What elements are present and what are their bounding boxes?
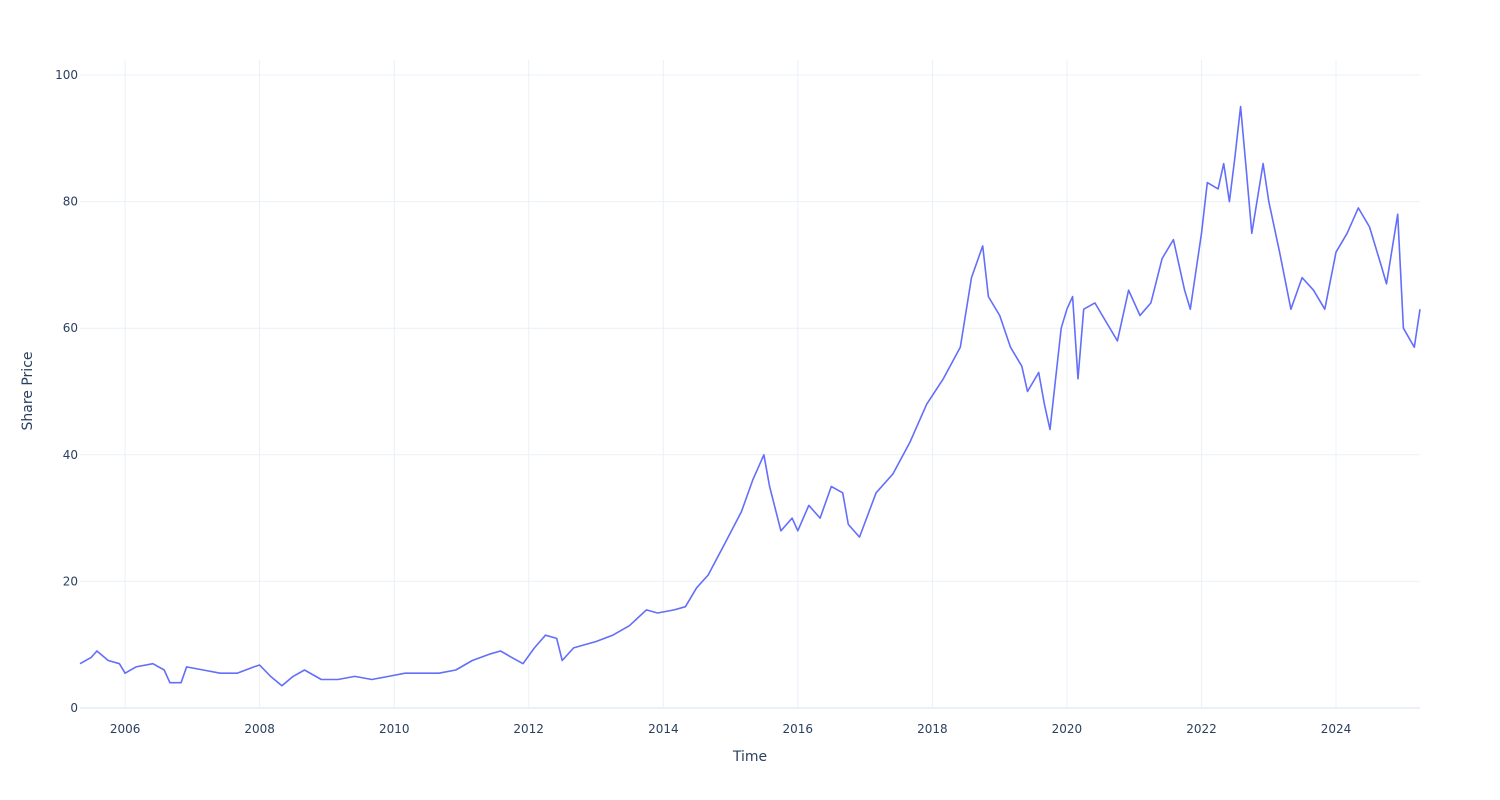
y-tick-label: 100	[55, 68, 78, 82]
y-gridlines	[80, 74, 1420, 582]
x-tick-label: 2010	[379, 722, 410, 736]
x-tick-labels: 2006 2008 2010 2012 2014 2016 2018 2020 2022 2024	[110, 722, 1351, 736]
x-gridlines	[124, 60, 1337, 708]
share-price-line	[79, 105, 1421, 687]
y-tick-labels: 0 20 40 60 80 100	[55, 68, 78, 715]
y-tick-label: 80	[63, 195, 78, 209]
x-tick-label: 2008	[244, 722, 275, 736]
x-tick-label: 2020	[1052, 722, 1083, 736]
x-axis-title: Time	[732, 749, 767, 765]
y-tick-label: 60	[63, 321, 78, 335]
y-axis-title: Share Price	[20, 351, 36, 430]
x-tick-label: 2012	[513, 722, 544, 736]
x-tick-label: 2024	[1321, 722, 1352, 736]
x-tick-label: 2018	[917, 722, 948, 736]
x-tick-label: 2022	[1186, 722, 1217, 736]
y-tick-label: 20	[63, 574, 78, 588]
y-tick-label: 40	[63, 448, 78, 462]
x-tick-label: 2016	[783, 722, 814, 736]
x-tick-label: 2014	[648, 722, 679, 736]
x-tick-label: 2006	[110, 722, 141, 736]
y-tick-label: 0	[70, 701, 78, 715]
